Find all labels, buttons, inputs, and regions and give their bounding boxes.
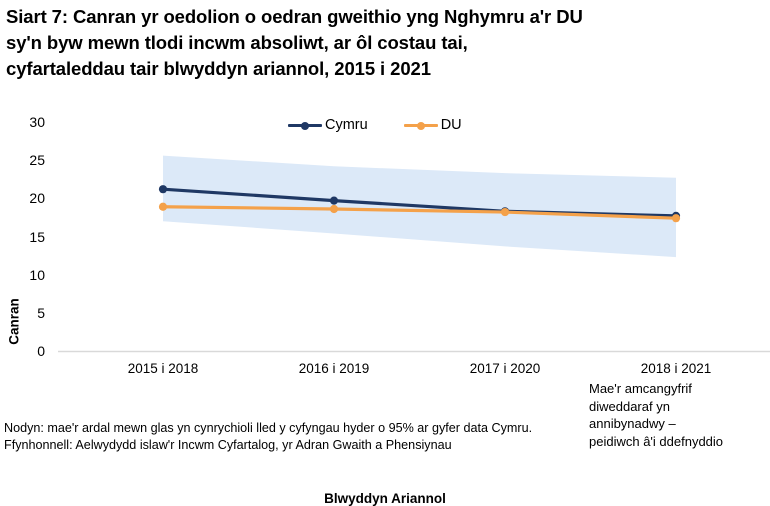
footnote-source: Ffynhonnell: Aelwydydd islaw'r Incwm Cyf…: [4, 438, 452, 452]
x-axis-tick-label: 2017 i 2020: [469, 361, 541, 376]
y-axis-tick-label: 15: [29, 228, 45, 245]
legend-label-du: DU: [440, 116, 462, 133]
title-line-1: Siart 7: Canran yr oedolion o oedran gwe…: [6, 6, 583, 27]
page-title: Siart 7: Canran yr oedolion o oedran gwe…: [6, 4, 762, 82]
data-point-marker[interactable]: [158, 185, 168, 194]
annotation-line-2: diweddaraf yn: [589, 398, 670, 414]
data-point-marker[interactable]: [671, 214, 681, 223]
annotation-line-3: annibynadwy –: [589, 416, 676, 431]
chart-legend: Cymru DU: [288, 114, 462, 136]
y-axis-tick-label: 5: [37, 304, 45, 321]
y-axis-tick-label: 10: [29, 266, 45, 283]
y-axis-tick-label: 30: [29, 114, 45, 130]
chart-plot-area: Cymru DU 0 5 10 15 20 25 30 2015 i 2018 2016 i …: [0, 108, 770, 506]
chart-footnotes: Nodyn: mae'r ardal mewn glas yn cynrychi…: [4, 420, 770, 454]
legend-item-du[interactable]: DU: [403, 116, 462, 133]
data-point-marker[interactable]: [500, 207, 510, 217]
data-point-marker[interactable]: [329, 204, 339, 214]
chart-annotation: Mae'r amcangyfrif diweddaraf yn annibyna…: [589, 380, 769, 450]
annotation-line-1: Mae'r amcangyfrif: [589, 381, 692, 396]
x-axis-tick-label: 2016 i 2019: [298, 361, 370, 376]
annotation-line-4: peidiwch â'i ddefnyddio: [589, 433, 724, 449]
data-point-marker[interactable]: [329, 196, 339, 205]
x-axis-tick-label: 2015 i 2018: [127, 361, 199, 376]
footnote-note: Nodyn: mae'r ardal mewn glas yn cynrychi…: [4, 421, 533, 435]
legend-item-cymru[interactable]: Cymru: [288, 118, 368, 133]
x-axis-tick-label: 2018 i 2021: [640, 361, 712, 376]
legend-label-cymru: Cymru: [325, 116, 368, 133]
y-axis-label: Canran: [6, 298, 22, 345]
legend-line-marker-du-icon: [403, 119, 438, 131]
title-line-3: cyfartaleddau tair blwyddyn ariannol, 20…: [6, 58, 431, 79]
x-axis-label: Blwyddyn Ariannol: [324, 491, 446, 506]
title-line-2: sy'n byw mewn tlodi incwm absoliwt, ar ô…: [6, 32, 468, 53]
series-line-du: [161, 205, 678, 220]
y-axis-tick-label: 25: [29, 152, 45, 169]
data-point-marker[interactable]: [158, 202, 168, 211]
y-axis-tick-label: 0: [37, 343, 45, 359]
chart-svg: [58, 155, 770, 353]
y-axis-tick-label: 20: [29, 190, 45, 207]
legend-line-marker-cymru-icon: [288, 119, 322, 131]
